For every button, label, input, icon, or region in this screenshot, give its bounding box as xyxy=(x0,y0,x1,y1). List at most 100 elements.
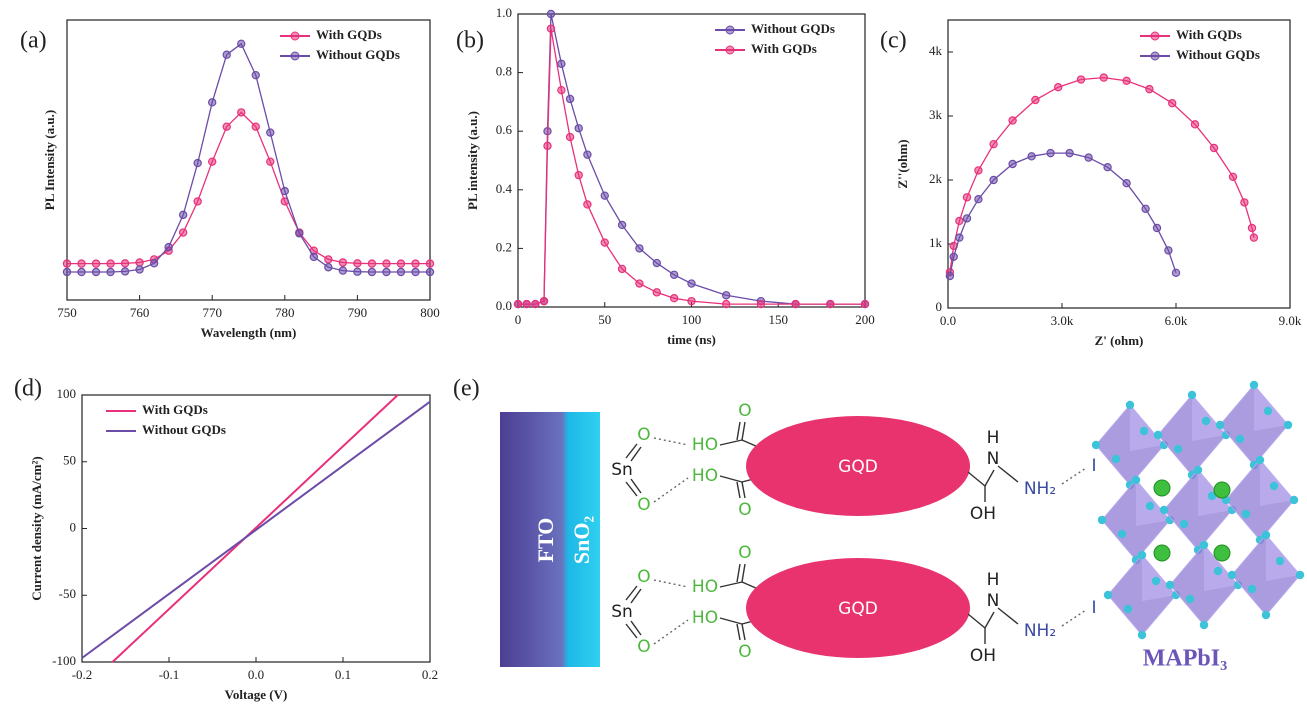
data-point xyxy=(149,259,159,268)
iodide-atom xyxy=(1207,491,1217,501)
y-axis-title: Z''(ohm) xyxy=(895,139,910,188)
x-tick-label: -0.1 xyxy=(159,667,180,682)
data-point xyxy=(382,267,391,277)
data-point xyxy=(295,229,304,238)
data-point xyxy=(1247,223,1257,233)
data-point xyxy=(546,24,556,33)
bond xyxy=(719,439,743,446)
data-point xyxy=(756,299,766,309)
data-point xyxy=(396,267,406,277)
bond xyxy=(736,481,741,499)
data-point xyxy=(1065,148,1074,158)
legend-label: With GQDs xyxy=(751,41,817,56)
iodide-atom xyxy=(1151,576,1161,586)
legend-marker xyxy=(290,31,300,41)
bond xyxy=(1061,609,1087,627)
data-point xyxy=(106,259,115,268)
data-point xyxy=(62,267,72,277)
y-tick-label: 4k xyxy=(929,43,943,58)
octahedron-face xyxy=(1266,535,1300,581)
atom-label: NH₂ xyxy=(1024,621,1056,641)
data-point xyxy=(251,122,260,131)
data-point xyxy=(860,299,870,309)
series-line xyxy=(518,13,865,305)
data-point xyxy=(574,124,583,133)
data-point xyxy=(280,186,289,196)
bond xyxy=(625,481,638,497)
x-tick-label: -0.2 xyxy=(72,667,93,682)
bond xyxy=(653,477,689,503)
data-point xyxy=(513,299,523,309)
data-point xyxy=(266,157,275,166)
plot-frame xyxy=(947,19,1291,309)
data-point xyxy=(178,210,188,220)
iodide-atom xyxy=(1283,420,1293,430)
iodide-atom xyxy=(1295,570,1305,580)
iodide-atom xyxy=(1145,501,1155,511)
iodide-atom xyxy=(1261,610,1271,620)
data-point xyxy=(635,279,644,288)
legend-marker xyxy=(290,51,300,61)
data-point xyxy=(652,288,662,297)
iodide-atom xyxy=(1249,380,1259,390)
y-tick-label: 0 xyxy=(936,299,943,314)
bond xyxy=(719,617,743,625)
bond xyxy=(719,581,743,588)
bond xyxy=(984,469,995,487)
legend-marker xyxy=(725,25,735,35)
atom-label: H xyxy=(987,570,1000,590)
data-point xyxy=(135,258,144,267)
series-line xyxy=(67,42,430,273)
octahedron-face xyxy=(1254,385,1288,431)
x-tick-label: 0.0 xyxy=(248,667,264,682)
data-point xyxy=(324,255,333,264)
iodide-atom xyxy=(1091,440,1101,450)
octahedron-face xyxy=(1142,555,1176,601)
data-point xyxy=(652,258,662,268)
data-point xyxy=(382,259,391,268)
atom-label: O xyxy=(738,500,751,520)
bond xyxy=(625,623,638,639)
data-point xyxy=(1031,95,1040,105)
layer-label: FTO xyxy=(533,518,558,563)
atom-label: Sn xyxy=(611,602,633,622)
atom-label: GQD xyxy=(838,457,878,477)
data-point xyxy=(106,267,115,277)
bond xyxy=(741,481,746,499)
iodide-atom xyxy=(1137,550,1147,560)
data-point xyxy=(617,264,627,274)
iodide-atom xyxy=(1159,505,1169,515)
data-point xyxy=(1103,162,1112,172)
data-point xyxy=(974,166,983,175)
atom-label: N xyxy=(987,449,1000,469)
legend-marker xyxy=(725,45,735,55)
series-line xyxy=(949,76,1255,273)
octahedron-face xyxy=(1260,460,1294,506)
atom-label: HO xyxy=(692,466,718,486)
gqd xyxy=(746,416,970,516)
data-point xyxy=(583,200,592,209)
data-point xyxy=(1249,233,1259,242)
iodide-atom xyxy=(1111,454,1121,464)
legend-marker xyxy=(1150,31,1160,41)
data-point xyxy=(1053,82,1063,92)
x-tick-label: 780 xyxy=(275,305,295,320)
iodide-atom xyxy=(1097,515,1107,525)
data-point xyxy=(1122,178,1131,188)
data-point xyxy=(1152,223,1162,233)
data-point xyxy=(1240,198,1249,207)
data-point xyxy=(557,85,566,95)
iodide-atom xyxy=(1241,509,1251,519)
series-line xyxy=(949,152,1177,277)
data-point xyxy=(949,252,958,261)
iodide-atom xyxy=(1255,455,1265,465)
y-tick-label: 0.6 xyxy=(496,122,513,137)
bond xyxy=(997,607,1019,625)
iodide-atom xyxy=(1269,481,1279,491)
y-axis-title: Current density (mA/cm²) xyxy=(29,456,44,600)
bond xyxy=(719,475,743,483)
data-point xyxy=(222,122,231,131)
data-point xyxy=(722,291,731,300)
data-point xyxy=(1122,76,1131,86)
atom-label: H xyxy=(987,428,1000,448)
